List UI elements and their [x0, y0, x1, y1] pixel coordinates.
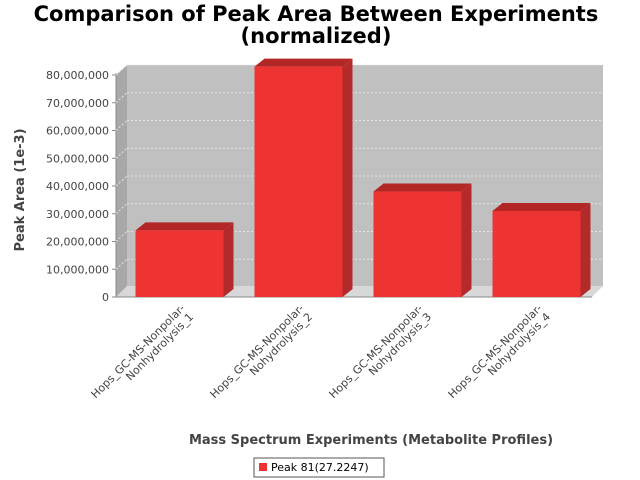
bar-front	[492, 210, 581, 297]
grid-line-side	[115, 120, 128, 131]
y-tick-label: 20,000,000	[46, 236, 109, 249]
bar-top	[135, 222, 234, 231]
bar	[373, 183, 472, 297]
bar-top	[254, 58, 353, 67]
legend: Peak 81(27.2247)	[253, 457, 385, 478]
bar-side	[580, 202, 591, 297]
y-tick-label: 10,000,000	[46, 263, 109, 276]
bars	[135, 58, 591, 297]
legend-box	[253, 457, 385, 478]
bar-side	[223, 222, 234, 297]
x-tick-label-line: Hops_GC-MS-Nonpolar-	[327, 302, 426, 401]
bar	[254, 58, 353, 297]
grid-line-side	[115, 64, 128, 76]
plot-back-wall	[116, 65, 603, 297]
bar-top	[373, 183, 472, 192]
bar-front	[373, 191, 462, 297]
x-tick-label: Hops_GC-MS-Nonpolar-Nohydrolysis_3	[327, 302, 435, 401]
plot-floor	[116, 286, 603, 297]
grid-line-side	[115, 203, 128, 215]
legend-swatch	[259, 463, 267, 471]
grid-line-side	[115, 258, 128, 270]
grid-line-side	[115, 147, 128, 159]
x-tick-label: Hops_GC-MS-Nonpolar-Nohydrolysis_2	[208, 302, 316, 401]
x-tick-label: Hops_GC-MS-Nonpolar-Nonhydrolysis_1	[89, 302, 197, 401]
x-axis-label: Mass Spectrum Experiments (Metabolite Pr…	[189, 433, 553, 448]
bar-side	[461, 183, 472, 297]
plot-area	[115, 65, 603, 298]
x-tick-label-line: Hops_GC-MS-Nonpolar-	[446, 302, 545, 401]
bar-front	[135, 230, 224, 297]
grid-line-side	[115, 92, 128, 104]
y-tick-label: 60,000,000	[46, 125, 109, 138]
bar	[492, 202, 591, 297]
y-tick-label: 70,000,000	[46, 97, 109, 110]
x-tick-label: Hops_GC-MS-Nonpolar-Nohydrolysis_4	[446, 302, 554, 401]
chart-title-line-1: Comparison of Peak Area Between Experime…	[34, 2, 599, 26]
plot-left-wall	[116, 65, 127, 297]
bar-side	[342, 58, 353, 297]
y-tick-label: 80,000,000	[46, 69, 109, 82]
x-tick-label-line: Hops_GC-MS-Nonpolar-	[208, 302, 307, 401]
bar	[135, 222, 234, 297]
y-tick-label: 30,000,000	[46, 208, 109, 221]
legend-label: Peak 81(27.2247)	[271, 461, 369, 474]
bar-front	[254, 66, 343, 297]
y-tick-label: 0	[102, 291, 109, 304]
y-axis-label: Peak Area (1e-3)	[13, 128, 28, 251]
bar-top	[492, 202, 591, 211]
y-tick-label: 50,000,000	[46, 152, 109, 165]
chart-title-line-2: (normalized)	[241, 24, 392, 48]
grid-line-side	[115, 231, 128, 242]
x-axis: Hops_GC-MS-Nonpolar-Nonhydrolysis_1 Hops_…	[89, 302, 554, 401]
grid-line-side	[115, 175, 128, 187]
x-tick-label-line: Hops_GC-MS-Nonpolar-	[89, 302, 188, 401]
y-tick-label: 40,000,000	[46, 180, 109, 193]
y-axis: 0 10,000,000 20,000,000 30,000,000 40,000,00…	[46, 69, 116, 304]
